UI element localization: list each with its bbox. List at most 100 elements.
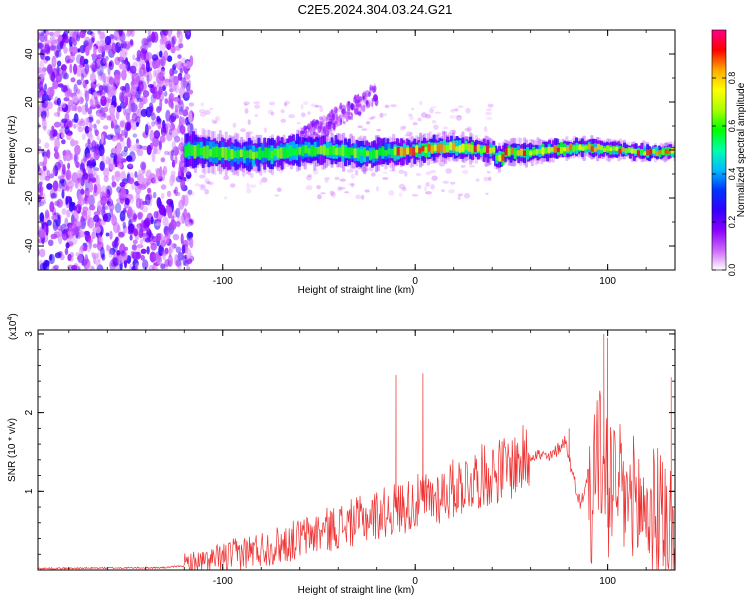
noise-speckle	[132, 259, 139, 268]
noise-speckle	[102, 72, 107, 83]
noise-speckle	[89, 98, 94, 106]
noise-speckle	[365, 121, 371, 125]
noise-speckle	[151, 54, 159, 61]
noise-speckle	[156, 83, 164, 88]
noise-speckle	[119, 181, 126, 188]
noise-speckle	[117, 38, 122, 47]
noise-speckle	[130, 102, 138, 113]
noise-speckle	[126, 137, 131, 149]
noise-speckle	[128, 163, 133, 168]
noise-speckle	[158, 139, 162, 151]
noise-speckle	[151, 121, 156, 127]
noise-speckle	[154, 221, 161, 227]
noise-speckle	[96, 83, 101, 88]
band-cell	[208, 148, 212, 157]
noise-speckle	[57, 83, 64, 88]
branch-speckle	[346, 104, 349, 108]
noise-speckle	[135, 138, 139, 144]
noise-speckle	[246, 182, 250, 189]
noise-speckle	[139, 67, 146, 77]
noise-speckle	[449, 129, 457, 135]
branch-speckle	[359, 97, 364, 106]
branch-speckle	[309, 126, 315, 132]
noise-speckle	[51, 169, 56, 176]
noise-speckle	[450, 181, 456, 185]
noise-speckle	[389, 169, 395, 172]
band-cell	[218, 147, 222, 161]
noise-speckle	[44, 39, 51, 45]
noise-speckle	[160, 193, 165, 199]
noise-speckle	[122, 221, 126, 229]
noise-speckle	[98, 236, 104, 243]
noise-speckle	[174, 104, 179, 113]
noise-speckle	[100, 133, 104, 144]
branch-speckle	[363, 97, 368, 101]
noise-speckle	[174, 186, 179, 197]
noise-speckle	[390, 104, 397, 108]
noise-speckle	[91, 64, 96, 74]
band-cell	[504, 148, 508, 156]
noise-speckle	[127, 177, 135, 184]
branch-speckle	[300, 130, 305, 135]
branch-speckle	[331, 113, 335, 122]
noise-speckle	[419, 100, 423, 106]
noise-speckle	[106, 98, 112, 103]
snr-y-label: SNR (10 * v/v)	[7, 418, 18, 482]
noise-speckle	[116, 105, 122, 113]
noise-speckle	[83, 172, 89, 180]
noise-speckle	[92, 123, 97, 129]
noise-speckle	[93, 148, 100, 161]
noise-speckle	[170, 219, 177, 231]
noise-speckle	[170, 149, 174, 157]
noise-speckle	[442, 126, 448, 130]
noise-speckle	[143, 68, 147, 74]
noise-speckle	[73, 218, 78, 223]
noise-speckle	[68, 54, 75, 62]
band-cell	[541, 147, 545, 155]
noise-speckle	[61, 118, 68, 124]
branch-speckle	[369, 84, 372, 92]
noise-speckle	[70, 138, 75, 147]
y-tick-label: 2	[24, 409, 35, 415]
noise-speckle	[164, 150, 170, 156]
noise-speckle	[137, 224, 141, 232]
noise-speckle	[41, 101, 48, 109]
noise-speckle	[317, 194, 322, 200]
band-cell	[245, 150, 249, 159]
branch-speckle	[347, 101, 353, 109]
band-cell	[492, 147, 496, 153]
x-tick-label: -100	[213, 576, 233, 587]
noise-speckle	[124, 82, 130, 94]
noise-speckle	[104, 35, 112, 46]
snr-x-ticks: -100 0 100	[68, 330, 647, 587]
branch-speckle	[362, 96, 365, 101]
noise-speckle	[95, 226, 101, 234]
x-tick-label: 0	[412, 276, 418, 287]
noise-speckle	[160, 239, 167, 248]
noise-speckle	[51, 55, 57, 68]
branch-speckle	[311, 120, 315, 127]
noise-speckle	[102, 125, 109, 130]
band-cell	[501, 154, 505, 161]
noise-speckle	[116, 255, 124, 265]
noise-speckle	[89, 204, 96, 211]
noise-speckle	[41, 219, 45, 230]
noise-speckle	[139, 239, 144, 245]
band-cell	[242, 150, 246, 160]
noise-speckle	[376, 128, 382, 132]
noise-speckle	[181, 62, 186, 68]
noise-speckle	[398, 183, 406, 190]
noise-speckle	[72, 205, 77, 211]
snr-y-ticks: 1 2 3	[24, 331, 675, 555]
noise-speckle	[71, 220, 75, 226]
noise-speckle	[164, 90, 168, 97]
noise-speckle	[116, 145, 123, 153]
noise-speckle	[106, 200, 111, 205]
band-cell	[498, 154, 502, 162]
noise-speckle	[127, 193, 133, 200]
band-cell	[667, 150, 671, 154]
noise-speckle	[94, 95, 99, 108]
branch-speckle	[328, 118, 333, 124]
noise-speckle	[114, 171, 121, 182]
branch-speckle	[358, 96, 363, 101]
